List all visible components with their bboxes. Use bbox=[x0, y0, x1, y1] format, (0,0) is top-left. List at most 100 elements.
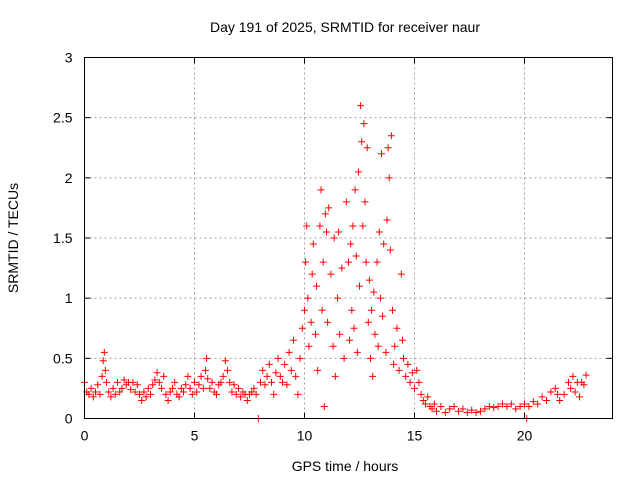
data-point bbox=[554, 390, 561, 398]
data-point bbox=[312, 330, 319, 338]
data-point bbox=[503, 402, 511, 410]
data-point bbox=[402, 372, 410, 380]
data-point bbox=[321, 210, 329, 218]
data-point bbox=[352, 252, 360, 260]
data-point bbox=[383, 216, 391, 224]
data-point bbox=[272, 369, 280, 377]
data-point bbox=[230, 381, 238, 389]
y-tick-label: 2 bbox=[65, 170, 73, 186]
data-point bbox=[127, 386, 135, 394]
data-point bbox=[367, 354, 374, 362]
data-point bbox=[543, 396, 550, 404]
data-point bbox=[265, 360, 273, 368]
data-point bbox=[385, 174, 393, 182]
data-point bbox=[171, 378, 179, 386]
data-point bbox=[217, 378, 225, 386]
data-point bbox=[534, 400, 542, 408]
data-point bbox=[208, 378, 216, 386]
data-point bbox=[374, 342, 382, 350]
data-point bbox=[193, 388, 201, 396]
data-point bbox=[186, 384, 194, 392]
data-point bbox=[248, 388, 256, 396]
data-point bbox=[382, 348, 390, 356]
data-point bbox=[350, 324, 358, 332]
data-point bbox=[219, 372, 227, 380]
data-point bbox=[364, 318, 372, 326]
data-point bbox=[384, 144, 392, 152]
x-tick-label: 20 bbox=[517, 428, 533, 444]
data-point bbox=[358, 138, 366, 146]
data-point bbox=[99, 357, 107, 365]
data-point bbox=[138, 396, 146, 404]
data-point bbox=[477, 407, 484, 415]
data-point bbox=[345, 258, 352, 266]
y-tick-label: 1.5 bbox=[53, 230, 73, 246]
data-point bbox=[419, 396, 427, 404]
data-point bbox=[103, 378, 110, 386]
data-point bbox=[551, 384, 559, 392]
data-point bbox=[226, 378, 234, 386]
data-point bbox=[314, 366, 322, 374]
data-point bbox=[494, 402, 502, 410]
data-point bbox=[235, 384, 242, 392]
data-point bbox=[204, 375, 212, 383]
data-point bbox=[400, 354, 407, 362]
data-point bbox=[182, 381, 190, 389]
data-point bbox=[565, 378, 572, 386]
data-point bbox=[221, 357, 229, 365]
data-point bbox=[324, 318, 332, 326]
data-point bbox=[252, 390, 260, 398]
data-point bbox=[283, 381, 291, 389]
x-tick-label: 10 bbox=[297, 428, 313, 444]
y-tick-label: 0.5 bbox=[53, 350, 73, 366]
data-point bbox=[370, 288, 378, 296]
data-point bbox=[404, 360, 412, 368]
data-point bbox=[386, 246, 394, 254]
data-point bbox=[472, 408, 480, 416]
data-point bbox=[361, 198, 369, 206]
data-point bbox=[408, 369, 416, 377]
data-point bbox=[371, 330, 379, 338]
data-point bbox=[359, 222, 367, 230]
data-point bbox=[331, 372, 339, 380]
data-point bbox=[357, 102, 365, 110]
data-point bbox=[490, 404, 498, 412]
data-point bbox=[318, 306, 326, 314]
data-point bbox=[351, 186, 359, 194]
data-point bbox=[356, 282, 363, 290]
data-point bbox=[257, 378, 264, 386]
data-point bbox=[87, 384, 95, 392]
y-tick-label: 3 bbox=[65, 50, 73, 66]
data-point bbox=[349, 222, 357, 230]
data-point bbox=[188, 390, 196, 398]
data-point bbox=[560, 390, 568, 398]
y-tick-label: 2.5 bbox=[53, 110, 73, 126]
data-point bbox=[270, 390, 278, 398]
x-tick-label: 5 bbox=[191, 428, 199, 444]
data-point bbox=[100, 348, 108, 356]
x-tick-label: 0 bbox=[81, 428, 89, 444]
data-point bbox=[158, 384, 165, 392]
data-point bbox=[459, 405, 467, 413]
data-point bbox=[380, 240, 388, 248]
data-point bbox=[197, 372, 205, 380]
data-point bbox=[376, 294, 384, 302]
data-point bbox=[305, 342, 313, 350]
data-point bbox=[153, 369, 161, 377]
data-point bbox=[107, 393, 115, 401]
tick-labels: 0 5 10 15 20 0 0.5 1 1.5 2 2.5 3 bbox=[53, 50, 532, 444]
data-point bbox=[250, 384, 258, 392]
data-point bbox=[521, 400, 528, 408]
data-point bbox=[206, 384, 214, 392]
data-point bbox=[180, 388, 187, 396]
data-point bbox=[151, 376, 159, 384]
data-point bbox=[348, 306, 356, 314]
data-point bbox=[422, 400, 429, 408]
data-point bbox=[338, 264, 346, 272]
data-point bbox=[446, 405, 454, 413]
data-point bbox=[317, 186, 325, 194]
data-point bbox=[441, 408, 449, 416]
y-tick-label: 0 bbox=[65, 411, 73, 427]
data-point bbox=[538, 393, 546, 401]
data-point bbox=[363, 144, 371, 152]
